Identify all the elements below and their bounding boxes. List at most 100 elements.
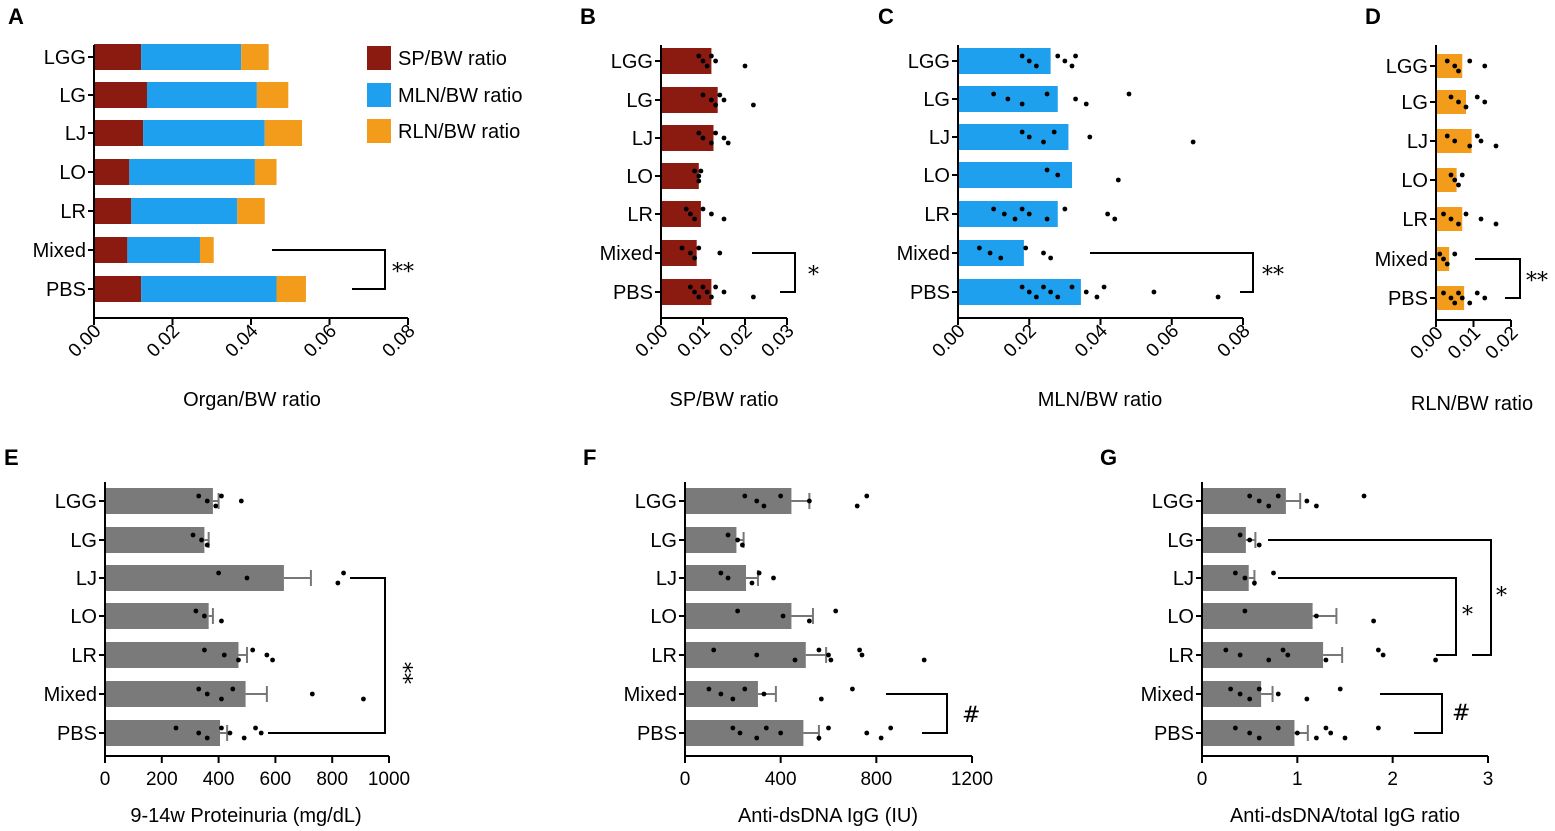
panel-label-d: D — [1365, 4, 1381, 29]
point-d-lg-2 — [1463, 104, 1469, 110]
point-d-lgg-2 — [1456, 68, 1461, 74]
point-e-pbs-4 — [227, 730, 233, 736]
point-c-lg-2 — [1019, 101, 1025, 107]
point-f-lj-2 — [749, 580, 755, 586]
point-e-mixed-3 — [230, 686, 236, 692]
point-g-mixed-1 — [1237, 691, 1243, 697]
point-f-lr-5 — [828, 657, 834, 663]
point-b-lr-4 — [709, 211, 714, 217]
category-label-e-pbs: PBS — [57, 723, 97, 745]
point-b-lj-2 — [709, 140, 714, 146]
point-g-lg-2 — [1256, 542, 1262, 548]
xtick-label-f-2: 800 — [860, 769, 892, 790]
category-label-a-mixed: Mixed — [33, 240, 86, 262]
category-label-g-lj: LJ — [1173, 568, 1194, 590]
point-d-pbs-0 — [1441, 290, 1446, 296]
point-g-pbs-8 — [1342, 735, 1348, 741]
point-g-lg-1 — [1247, 537, 1253, 543]
point-b-pbs-3 — [700, 284, 706, 290]
bar-e-lg — [105, 527, 205, 553]
point-b-lgg-5 — [742, 63, 748, 69]
point-c-lo-2 — [1115, 177, 1121, 183]
significance-label-f-0: # — [962, 703, 980, 728]
point-b-lr-2 — [692, 216, 697, 222]
significance-bracket-g-0 — [1278, 577, 1457, 656]
bar-b-pbs — [661, 279, 712, 305]
category-label-d-pbs: PBS — [1388, 288, 1428, 310]
bar-e-lj — [105, 565, 284, 591]
point-c-lr-2 — [1012, 216, 1018, 222]
category-label-c-lj: LJ — [929, 127, 950, 149]
point-g-pbs-5 — [1314, 735, 1319, 741]
point-f-mixed-6 — [850, 686, 855, 692]
point-b-lj-3 — [713, 130, 718, 136]
bar-g-mixed — [1202, 681, 1262, 707]
point-c-mixed-0 — [976, 245, 982, 251]
point-c-lj-3 — [1051, 129, 1057, 135]
bar-a-pbs-sp-bw-ratio — [94, 276, 142, 302]
panel-label-c: C — [878, 4, 894, 29]
bar-f-lj — [685, 565, 746, 591]
point-c-mixed-4 — [1041, 250, 1046, 256]
point-g-mixed-4 — [1275, 691, 1281, 697]
category-label-g-pbs: PBS — [1154, 723, 1194, 745]
point-e-lg-1 — [199, 537, 204, 543]
point-c-mixed-2 — [998, 255, 1004, 261]
point-c-lr-8 — [1112, 216, 1118, 222]
point-c-pbs-2 — [1033, 294, 1039, 300]
point-c-lj-4 — [1087, 134, 1093, 140]
point-f-lr-0 — [711, 647, 717, 653]
point-e-lgg-3 — [219, 493, 224, 499]
category-label-e-lo: LO — [70, 606, 97, 628]
point-g-pbs-4 — [1294, 730, 1300, 736]
point-f-lgg-5 — [854, 503, 860, 509]
point-e-lo-1 — [202, 613, 207, 619]
legend-swatch-sp — [367, 46, 391, 70]
point-g-pbs-1 — [1247, 730, 1253, 736]
point-d-mixed-2 — [1444, 261, 1450, 267]
point-g-pbs-2 — [1256, 735, 1262, 741]
point-e-lo-0 — [193, 608, 199, 614]
point-b-pbs-5 — [709, 294, 714, 300]
point-b-lg-1 — [709, 97, 714, 103]
point-b-pbs-0 — [688, 284, 693, 290]
bar-b-lg — [661, 87, 718, 113]
point-f-pbs-2 — [754, 735, 760, 741]
panel-a: A LGG LG LJ LO LR Mixed PBS 0.00 0.02 0.04 0.06 0.08… — [8, 4, 522, 411]
point-e-lj-0 — [216, 570, 222, 576]
point-d-pbs-7 — [1482, 295, 1488, 301]
point-e-lgg-2 — [213, 503, 219, 509]
point-e-pbs-2 — [204, 735, 210, 741]
point-g-lj-0 — [1232, 570, 1238, 576]
category-label-b-lj: LJ — [632, 128, 653, 150]
category-label-g-mixed: Mixed — [1141, 684, 1194, 706]
category-label-a-lr: LR — [60, 201, 86, 223]
point-b-lo-0 — [692, 168, 697, 174]
xtick-label-c-3: 0.06 — [1142, 321, 1183, 362]
category-label-a-lo: LO — [59, 162, 86, 184]
bar-c-lgg — [958, 48, 1051, 74]
bar-a-lr-mln-bw-ratio — [131, 198, 238, 224]
bar-a-lgg-sp-bw-ratio — [94, 44, 142, 70]
bar-c-lj — [958, 124, 1069, 150]
point-c-lr-0 — [991, 206, 997, 212]
point-f-lj-0 — [718, 570, 724, 576]
panel-label-e: E — [4, 445, 19, 470]
point-e-lr-1 — [221, 652, 227, 658]
xtick-label-c-4: 0.08 — [1214, 321, 1255, 362]
point-c-lr-7 — [1105, 211, 1111, 217]
significance-bracket-e-0 — [268, 577, 386, 734]
bar-g-lr — [1202, 642, 1324, 668]
point-e-lr-0 — [202, 647, 207, 653]
point-d-mixed-3 — [1452, 251, 1458, 257]
point-e-mixed-5 — [361, 696, 366, 702]
point-g-lr-5 — [1323, 657, 1329, 663]
point-g-lgg-3 — [1275, 493, 1281, 499]
significance-label-e-0: ** — [390, 662, 415, 684]
significance-bracket-b-0 — [752, 252, 796, 293]
point-c-pbs-1 — [1026, 289, 1032, 295]
point-b-lr-5 — [721, 216, 727, 222]
bar-c-lr — [958, 201, 1058, 227]
point-f-lr-8 — [921, 657, 927, 663]
